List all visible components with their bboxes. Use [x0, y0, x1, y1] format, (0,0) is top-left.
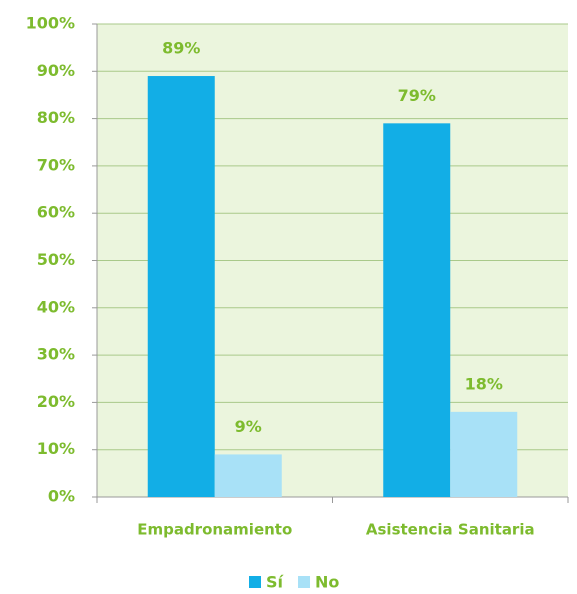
y-tick-label: 40%: [37, 297, 75, 316]
bar: [383, 123, 451, 497]
data-label: 79%: [398, 86, 436, 105]
legend-label: Sí: [266, 573, 285, 592]
y-tick-label: 50%: [37, 250, 75, 269]
x-tick-label: Empadronamiento: [137, 521, 292, 539]
bar: [147, 76, 215, 497]
bar: [214, 454, 282, 497]
y-tick-label: 90%: [37, 61, 75, 80]
y-tick-label: 10%: [37, 439, 75, 458]
x-tick-label: Asistencia Sanitaria: [366, 521, 535, 539]
data-label: 9%: [235, 417, 262, 436]
legend-label: No: [315, 573, 339, 592]
legend-swatch: [298, 576, 311, 588]
legend-swatch: [249, 576, 261, 588]
y-tick-label: 80%: [37, 108, 75, 127]
y-tick-label: 100%: [26, 14, 75, 33]
y-tick-label: 20%: [37, 392, 75, 411]
y-tick-label: 70%: [37, 155, 75, 174]
data-label: 18%: [465, 374, 503, 393]
data-label: 89%: [162, 39, 200, 58]
bar: [450, 411, 518, 497]
y-tick-label: 60%: [37, 203, 75, 222]
y-tick-label: 0%: [48, 487, 75, 506]
y-tick-label: 30%: [37, 345, 75, 364]
